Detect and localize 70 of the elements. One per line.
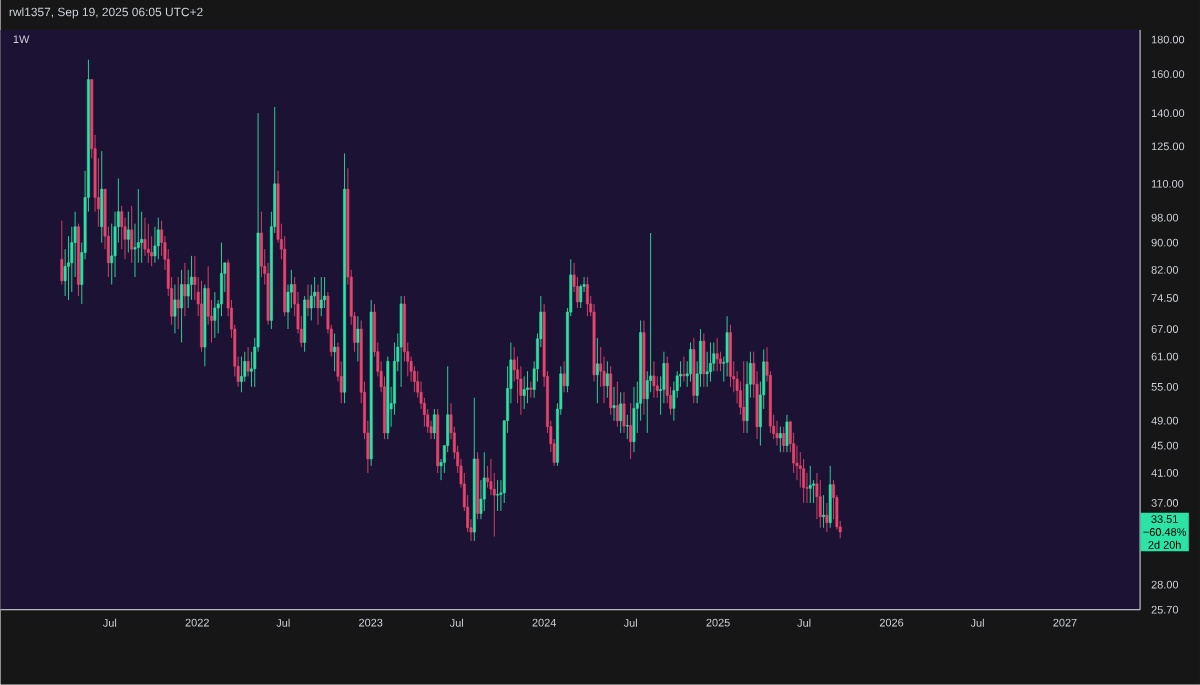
candlestick <box>173 284 177 335</box>
candlestick <box>306 284 310 317</box>
x-tick-label: Jul <box>970 618 984 627</box>
x-tick-label: Jul <box>449 618 463 627</box>
candlestick <box>176 276 180 330</box>
candlestick <box>130 205 134 264</box>
candlestick <box>785 414 789 453</box>
chart-title: 1W <box>13 35 30 44</box>
candlestick <box>213 291 217 339</box>
x-tick-label: 2023 <box>359 618 383 627</box>
candlestick <box>585 276 589 317</box>
x-tick-label: Jul <box>797 618 811 627</box>
y-tick-label: 28.00 <box>1151 580 1179 589</box>
y-tick-label: 140.00 <box>1151 109 1185 118</box>
candlestick <box>319 276 323 317</box>
y-tick-label: 160.00 <box>1151 70 1185 79</box>
y-tick-label: 90.00 <box>1151 238 1179 247</box>
candlestick <box>625 414 629 440</box>
candlestick <box>709 342 712 383</box>
candlestick <box>682 356 686 383</box>
y-tick-label: 61.00 <box>1151 352 1179 361</box>
y-tick-label: 180.00 <box>1151 35 1185 44</box>
y-tick-label: 110.00 <box>1151 180 1184 188</box>
candlestick <box>629 402 633 460</box>
candlestick <box>240 356 243 393</box>
candlestick <box>562 361 566 393</box>
x-tick-label: 2027 <box>1053 618 1077 627</box>
candlestick <box>60 220 64 286</box>
x-tick-label: Jul <box>623 618 637 627</box>
candlestick <box>782 426 786 453</box>
y-tick-label: 49.00 <box>1151 416 1179 425</box>
text: 33.51 <box>1151 515 1178 524</box>
candlestick <box>126 211 130 254</box>
y-tick-label: 45.00 <box>1151 441 1179 450</box>
y-tick-label: 125.00 <box>1151 142 1185 151</box>
y-tick-label: 67.00 <box>1151 325 1179 334</box>
x-tick-label: Jul <box>276 618 290 627</box>
x-tick-label: 2022 <box>185 618 209 627</box>
y-tick-label: 25.70 <box>1151 605 1179 614</box>
x-tick-label: 2025 <box>706 618 730 627</box>
chart-subtitle: rwl1357, Sep 19, 2025 06:05 UTC+2 <box>9 7 203 19</box>
candlestick <box>496 479 500 512</box>
candlestick <box>612 386 616 422</box>
y-tick-label: 98.00 <box>1151 213 1179 222</box>
candlestick <box>246 346 250 377</box>
candlestick <box>715 337 719 372</box>
candlestick <box>595 337 599 404</box>
candlestick <box>316 284 320 326</box>
candlestick <box>778 426 782 453</box>
candlestick <box>183 262 187 317</box>
x-tick-label: Jul <box>102 618 117 627</box>
candlestick <box>808 465 812 504</box>
x-tick-label: 2024 <box>532 618 557 627</box>
text: 2d 20h <box>1148 540 1181 549</box>
y-tick-label: 74.50 <box>1151 294 1179 302</box>
y-tick-label: 82.00 <box>1151 266 1179 274</box>
candlestick <box>615 381 619 428</box>
candlestick <box>333 333 337 372</box>
y-tick-label: 41.00 <box>1151 469 1179 477</box>
text: −60.48% <box>1143 528 1187 536</box>
y-tick-label: 37.00 <box>1151 499 1179 507</box>
candlestick <box>356 315 360 362</box>
candlestick <box>180 269 183 344</box>
x-tick-label: 2026 <box>879 618 904 627</box>
candlestick <box>652 361 656 399</box>
candlestick <box>605 361 609 399</box>
candlestick <box>825 502 829 533</box>
y-tick-label: 55.00 <box>1151 383 1179 391</box>
candlestick <box>822 494 826 529</box>
candlestick <box>156 217 160 260</box>
